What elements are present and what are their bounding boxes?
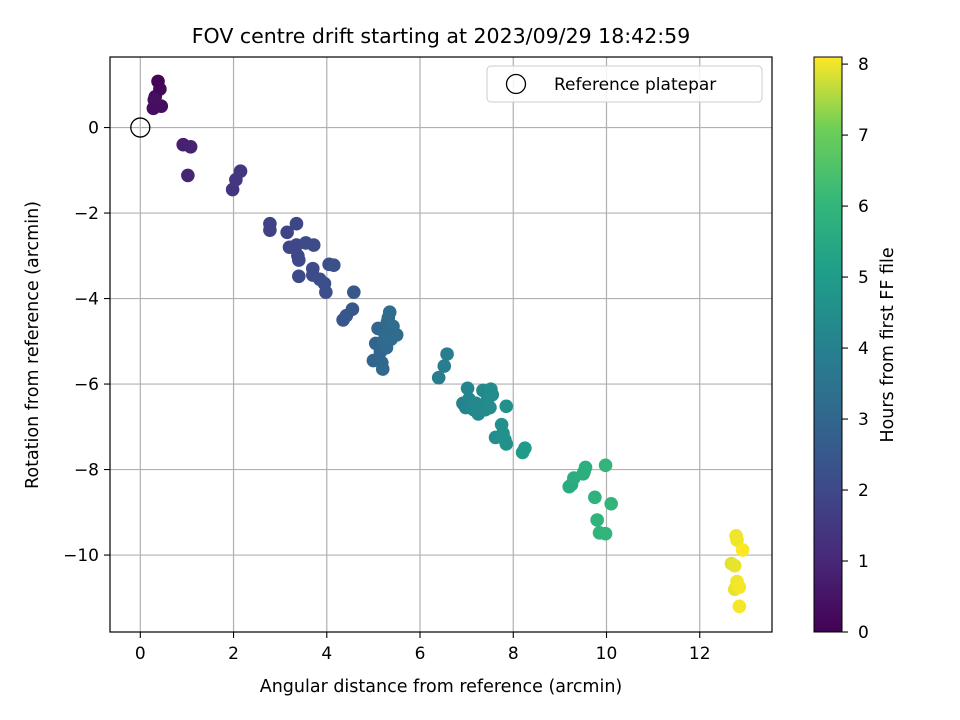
- data-point: [181, 168, 195, 183]
- data-point: [598, 458, 613, 473]
- data-point: [326, 258, 341, 272]
- colorbar-tick-label: 5: [858, 268, 869, 288]
- x-tick-label: 8: [508, 644, 519, 664]
- data-point: [499, 399, 514, 414]
- data-point: [389, 328, 404, 342]
- data-point: [382, 305, 397, 320]
- y-tick-label: −4: [74, 290, 99, 310]
- data-point: [306, 238, 321, 252]
- data-point: [263, 223, 277, 237]
- colorbar-tick-label: 4: [858, 339, 869, 359]
- x-tick-label: 0: [135, 644, 146, 664]
- legend: Reference platepar: [486, 65, 763, 103]
- colorbar-ticks: 0 1 2 3 4 5 6 7 8: [842, 55, 869, 643]
- colorbar-tick-label: 1: [858, 552, 869, 572]
- data-point: [289, 216, 304, 231]
- y-tick-label: −6: [74, 375, 99, 395]
- data-point: [280, 225, 294, 240]
- x-tick-label: 2: [228, 644, 239, 664]
- data-point: [518, 441, 532, 455]
- x-tick-label: 12: [689, 644, 711, 664]
- reference-point-marker: [130, 117, 151, 138]
- x-tick-label: 10: [596, 644, 618, 664]
- colorbar-tick-label: 7: [858, 126, 869, 146]
- x-ticks: 0 2 4 6 8 10 12: [135, 632, 711, 664]
- y-tick-label: −2: [74, 204, 99, 224]
- data-points: [146, 74, 750, 614]
- data-point: [485, 387, 500, 402]
- data-point: [375, 362, 390, 376]
- chart-title: FOV centre drift starting at 2023/09/29 …: [192, 24, 691, 48]
- data-point: [604, 496, 618, 511]
- colorbar: 0 1 2 3 4 5 6 7 8 Hours from first FF file: [813, 55, 898, 643]
- legend-box: [486, 65, 763, 103]
- colorbar-label: Hours from first FF file: [878, 247, 898, 442]
- y-axis-label: Rotation from reference (arcmin): [23, 201, 43, 489]
- colorbar-tick-label: 6: [858, 197, 869, 217]
- data-point: [233, 164, 248, 178]
- colorbar-tick-label: 0: [858, 623, 869, 643]
- reference-point: [130, 117, 151, 138]
- data-point: [598, 526, 613, 541]
- data-point: [437, 359, 452, 373]
- colorbar-gradient: [813, 56, 843, 633]
- data-point: [440, 347, 454, 361]
- y-ticks: 0 −2 −4 −6 −8 −10: [63, 119, 110, 566]
- data-point: [732, 580, 747, 594]
- legend-entry-label: Reference platepar: [554, 75, 716, 95]
- legend-marker-icon: [505, 73, 527, 95]
- y-tick-label: −10: [63, 546, 99, 566]
- plot-frame: [109, 56, 773, 633]
- data-point: [147, 92, 162, 107]
- data-point: [431, 370, 446, 385]
- data-point: [292, 253, 306, 267]
- data-point: [727, 558, 742, 573]
- y-tick-label: −8: [74, 461, 99, 481]
- data-point: [483, 400, 497, 415]
- data-point: [590, 513, 604, 527]
- x-tick-label: 4: [321, 644, 332, 664]
- data-point: [345, 302, 360, 317]
- data-point: [183, 139, 198, 154]
- colorbar-tick-label: 2: [858, 481, 869, 501]
- x-axis-label: Angular distance from reference (arcmin): [260, 677, 623, 697]
- data-point: [588, 490, 602, 505]
- x-tick-label: 6: [415, 644, 426, 664]
- data-point: [735, 543, 750, 557]
- data-point: [347, 285, 361, 299]
- data-point: [499, 437, 514, 451]
- grid-lines: [110, 57, 772, 632]
- data-point: [578, 460, 593, 475]
- data-point: [732, 599, 747, 614]
- data-point: [319, 285, 333, 299]
- data-point: [460, 381, 475, 396]
- y-tick-label: 0: [88, 119, 99, 139]
- data-point: [292, 269, 306, 284]
- colorbar-tick-label: 8: [858, 55, 869, 75]
- colorbar-tick-label: 3: [858, 410, 869, 430]
